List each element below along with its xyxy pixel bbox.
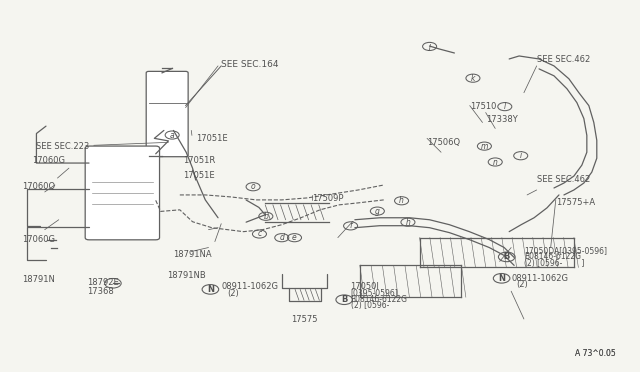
- Text: b: b: [264, 212, 268, 221]
- FancyBboxPatch shape: [85, 146, 159, 240]
- Text: 17509P: 17509P: [312, 195, 344, 203]
- Text: 18791N: 18791N: [22, 275, 54, 283]
- Text: e: e: [292, 233, 297, 242]
- Text: c: c: [257, 230, 262, 238]
- Text: m: m: [481, 142, 488, 151]
- Text: l: l: [504, 102, 506, 111]
- Text: o: o: [251, 182, 255, 191]
- Text: k: k: [471, 74, 475, 83]
- Text: 17575+A: 17575+A: [556, 198, 595, 207]
- Text: N: N: [207, 285, 214, 294]
- Text: SEE SEC.462: SEE SEC.462: [537, 175, 590, 184]
- Text: (2): (2): [516, 280, 528, 289]
- Text: 17575: 17575: [291, 315, 318, 324]
- Text: h: h: [399, 196, 404, 205]
- Text: B: B: [341, 295, 348, 304]
- Text: N: N: [498, 274, 505, 283]
- Text: 17060G: 17060G: [22, 235, 55, 244]
- Text: 18792E: 18792E: [88, 278, 119, 287]
- Text: 17050DA[0395-0596]: 17050DA[0395-0596]: [524, 246, 607, 255]
- Text: 17060G: 17060G: [32, 155, 65, 165]
- Text: 17051E: 17051E: [196, 134, 227, 143]
- Text: A 73^0.05: A 73^0.05: [575, 350, 616, 359]
- Text: B08146-6122G: B08146-6122G: [351, 295, 408, 304]
- Text: j: j: [429, 42, 431, 51]
- Text: 17338Y: 17338Y: [486, 115, 517, 124]
- Text: 17051R: 17051R: [183, 156, 215, 166]
- Text: SEE SEC.223: SEE SEC.223: [36, 142, 90, 151]
- Text: i: i: [520, 151, 522, 160]
- FancyBboxPatch shape: [146, 71, 188, 157]
- Text: 17368: 17368: [88, 288, 114, 296]
- Text: 08911-1062G: 08911-1062G: [221, 282, 278, 291]
- Text: f: f: [349, 221, 352, 230]
- Text: 17506Q: 17506Q: [427, 138, 460, 147]
- Text: B08146-6122G: B08146-6122G: [524, 252, 581, 262]
- Text: 17050I: 17050I: [351, 282, 380, 291]
- Text: 17051E: 17051E: [183, 171, 214, 180]
- Text: (2) [0596-        ]: (2) [0596- ]: [524, 259, 584, 268]
- Text: d: d: [279, 233, 284, 242]
- Text: 18791NB: 18791NB: [167, 271, 206, 280]
- Text: a: a: [170, 131, 175, 140]
- Text: 17510: 17510: [470, 102, 496, 111]
- Text: h: h: [406, 218, 410, 227]
- Text: 17060Q: 17060Q: [22, 182, 55, 191]
- Text: A 73^0.05: A 73^0.05: [575, 350, 616, 359]
- Text: n: n: [493, 157, 498, 167]
- Text: 18791NA: 18791NA: [173, 250, 212, 259]
- Text: SEE SEC.462: SEE SEC.462: [537, 55, 590, 64]
- Text: (2): (2): [228, 289, 239, 298]
- Text: [0395-0596]: [0395-0596]: [351, 289, 398, 298]
- Text: B: B: [504, 252, 510, 262]
- Text: g: g: [375, 206, 380, 216]
- Text: (2) [0596-: (2) [0596-: [351, 301, 389, 311]
- Text: 08911-1062G: 08911-1062G: [511, 274, 568, 283]
- Text: SEE SEC.164: SEE SEC.164: [221, 60, 279, 69]
